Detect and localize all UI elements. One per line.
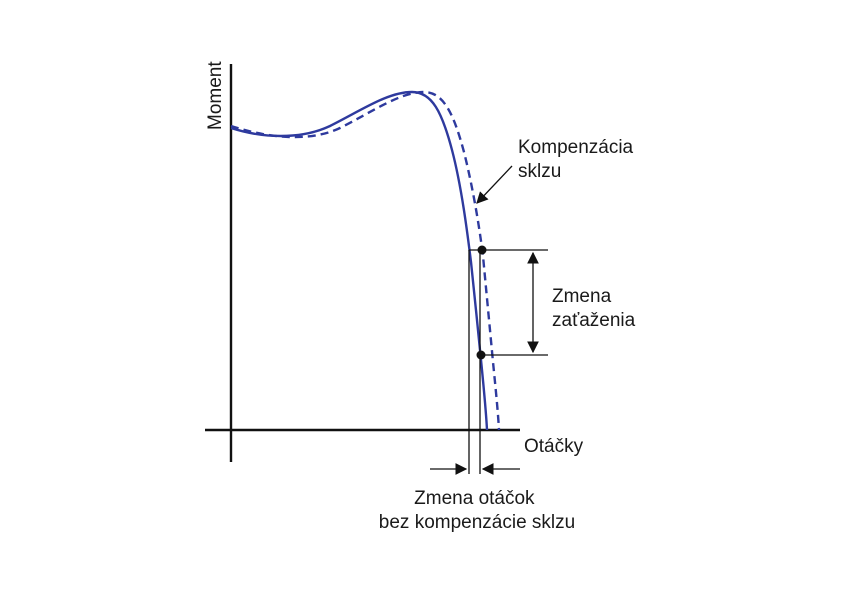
load-change-label-line1: Zmena [552, 286, 612, 307]
speed-change-label: Zmena otáčok bez kompenzácie sklzu [379, 488, 575, 533]
load-change-label: Zmena zaťaženia [552, 286, 636, 331]
operating-point-upper-marker-icon [477, 245, 487, 255]
load-change-label-line2: zaťaženia [552, 310, 636, 331]
x-axis-label: Otáčky [524, 436, 584, 457]
operating-point-lower-marker-icon [476, 350, 486, 360]
y-axis-label: Moment [205, 61, 226, 130]
speed-change-label-line2: bez kompenzácie sklzu [379, 512, 575, 533]
compensation-label: Kompenzácia sklzu [518, 137, 638, 182]
compensation-label-line2: sklzu [518, 161, 561, 182]
speed-change-label-line1: Zmena otáčok [414, 488, 535, 509]
torque-curve-dashed [230, 90, 501, 431]
compensation-label-line1: Kompenzácia [518, 137, 634, 158]
torque-curve-solid [230, 90, 489, 431]
compensation-arrow-icon [476, 165, 513, 204]
